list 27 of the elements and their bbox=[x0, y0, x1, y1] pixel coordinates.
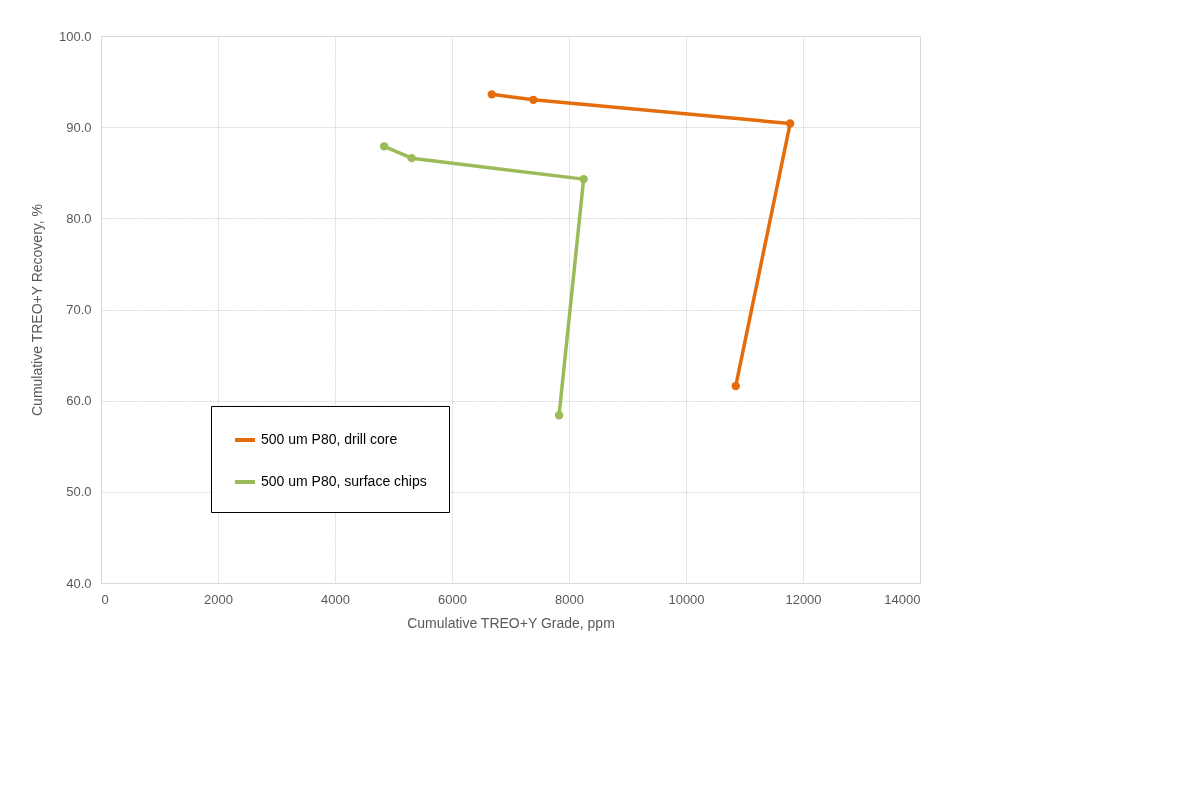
x-tick-label: 10000 bbox=[668, 591, 705, 607]
y-tick-label: 90.0 bbox=[66, 119, 92, 135]
point bbox=[554, 411, 564, 420]
y-tick-label: 60.0 bbox=[66, 393, 92, 409]
x-tick-label: 2000 bbox=[204, 591, 233, 607]
point bbox=[487, 90, 496, 99]
legend-label: 500 um P80, surface chips bbox=[261, 473, 427, 489]
y-axis-title: Cumulative TREO+Y Recovery, % bbox=[28, 203, 45, 417]
y-tick-label: 40.0 bbox=[66, 575, 92, 591]
x-tick-label: 4000 bbox=[321, 591, 350, 607]
y-tick-label: 100.0 bbox=[58, 28, 92, 44]
x-tick-label: 6000 bbox=[438, 591, 467, 607]
y-tick-label: 70.0 bbox=[66, 302, 92, 317]
x-tick-label: 0 bbox=[101, 591, 109, 607]
x-axis-title: Cumulative TREO+Y Grade, ppm bbox=[407, 614, 615, 631]
x-tick-label: 14000 bbox=[884, 591, 921, 607]
y-tick-label: 80.0 bbox=[66, 210, 92, 226]
point bbox=[785, 119, 795, 128]
x-tick-label: 12000 bbox=[785, 591, 822, 607]
y-tick-label: 50.0 bbox=[66, 484, 92, 500]
point bbox=[731, 381, 740, 391]
point bbox=[529, 95, 538, 104]
x-tick-label: 8000 bbox=[555, 591, 584, 607]
point bbox=[579, 174, 588, 184]
legend-label: 500 um P80, drill core bbox=[261, 431, 398, 447]
point bbox=[379, 142, 389, 151]
point bbox=[407, 153, 416, 163]
